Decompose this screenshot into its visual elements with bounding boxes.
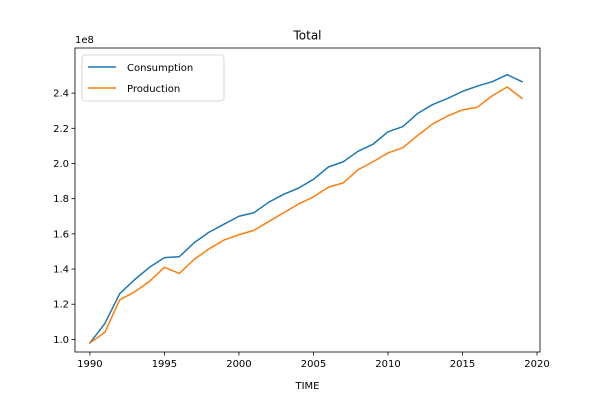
legend-label-consumption: Consumption xyxy=(127,63,193,74)
y-tick-label: 1.0 xyxy=(53,335,69,346)
chart-title: Total xyxy=(292,29,321,43)
series-line-consumption xyxy=(88,73,524,344)
x-tick-label: 2005 xyxy=(301,359,326,370)
y-tick-label: 1.2 xyxy=(53,300,69,311)
y-tick-label: 1.4 xyxy=(53,265,69,276)
y-axis-offset-label: 1e8 xyxy=(75,35,94,46)
legend-label-production: Production xyxy=(127,84,180,95)
y-tick-label: 2.4 xyxy=(53,89,69,100)
x-tick-label: 1995 xyxy=(152,359,177,370)
x-tick-label: 2015 xyxy=(450,359,475,370)
x-tick-label: 2010 xyxy=(375,359,400,370)
legend: Consumption Production xyxy=(81,54,225,102)
series-line-production xyxy=(88,86,524,344)
legend-box xyxy=(81,54,225,102)
y-tick-label: 2.2 xyxy=(53,124,69,135)
y-tick-label: 2.0 xyxy=(53,159,69,170)
plot-frame xyxy=(74,47,541,353)
y-tick-label: 1.6 xyxy=(53,229,69,240)
x-tick-label: 2020 xyxy=(524,359,549,370)
plot-area xyxy=(88,73,524,344)
x-tick-label: 1990 xyxy=(77,359,102,370)
y-tick-label: 1.8 xyxy=(53,194,69,205)
x-axis-label: TIME xyxy=(294,381,319,392)
x-tick-label: 2000 xyxy=(226,359,251,370)
